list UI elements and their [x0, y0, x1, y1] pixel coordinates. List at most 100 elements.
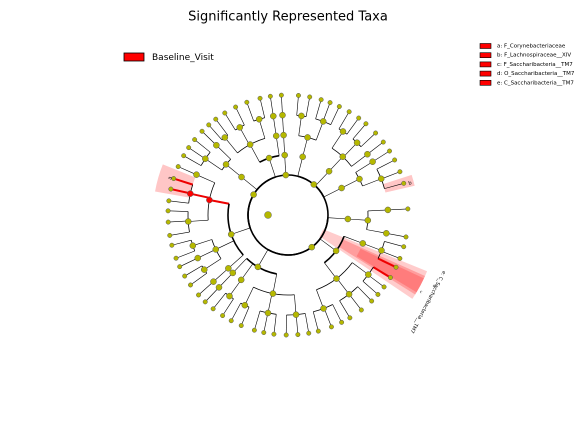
node [306, 330, 312, 336]
branch [348, 293, 362, 311]
node [393, 264, 399, 270]
branch [343, 142, 358, 158]
node [184, 218, 192, 225]
node [238, 323, 244, 328]
highlight-label: b [408, 180, 413, 187]
branch [213, 268, 229, 282]
branch [267, 293, 273, 314]
branch [386, 232, 407, 238]
node [167, 232, 173, 238]
node [310, 181, 318, 188]
node [377, 175, 385, 183]
branch [372, 150, 390, 162]
node [375, 292, 381, 297]
node [199, 128, 205, 134]
node [221, 134, 229, 141]
node [181, 153, 187, 159]
node [405, 206, 411, 212]
branch [209, 199, 230, 205]
node [364, 150, 371, 158]
node [233, 104, 239, 110]
node [344, 215, 352, 223]
node [356, 175, 363, 183]
branch [346, 117, 359, 135]
node [283, 332, 289, 338]
branch [315, 99, 322, 119]
branch [240, 263, 254, 281]
node [328, 324, 334, 330]
branch [170, 188, 191, 195]
branch [347, 218, 368, 221]
node [365, 271, 372, 278]
branch [323, 187, 342, 198]
branch [188, 147, 206, 160]
clade-swatch [479, 70, 492, 77]
node [295, 332, 301, 338]
node [237, 276, 245, 284]
node [346, 109, 352, 115]
branch [339, 300, 351, 318]
node [279, 111, 286, 119]
branch [352, 123, 367, 140]
node [212, 246, 220, 253]
branch [175, 250, 195, 259]
node [336, 104, 342, 109]
branch [296, 95, 299, 116]
node [318, 97, 324, 103]
highlight-wedge [383, 174, 415, 193]
branch [228, 254, 244, 269]
node [228, 318, 234, 324]
branch [192, 239, 212, 246]
highlight-wedge [356, 248, 424, 293]
branch [179, 257, 198, 267]
node [308, 243, 316, 251]
node [332, 247, 340, 255]
highlight-label: d [432, 283, 437, 289]
branch [231, 227, 251, 235]
branch [268, 157, 276, 178]
node [220, 313, 226, 319]
node [246, 141, 254, 148]
branch [225, 164, 242, 178]
branch [324, 262, 337, 279]
node [264, 309, 272, 317]
branch [194, 139, 211, 153]
branch [384, 241, 404, 248]
node [292, 311, 300, 318]
branch-arc [297, 175, 325, 198]
branch [372, 266, 391, 279]
branch [351, 153, 368, 167]
branch [275, 135, 280, 156]
node [397, 169, 403, 175]
branch [284, 155, 287, 176]
node [206, 196, 213, 204]
branch [259, 98, 265, 118]
node [387, 275, 393, 280]
node [307, 94, 313, 100]
node [182, 273, 188, 279]
branch [312, 311, 319, 332]
branch [355, 161, 373, 173]
node [278, 92, 284, 98]
branch [249, 144, 260, 163]
node [392, 157, 398, 163]
branch [232, 258, 247, 274]
branch [196, 174, 215, 184]
branch [357, 286, 372, 302]
node [270, 112, 277, 120]
branch [257, 249, 269, 268]
branch [184, 265, 203, 277]
highlight-wedge [338, 239, 426, 295]
branch [204, 287, 220, 303]
node [373, 130, 379, 136]
branch [343, 236, 363, 244]
node [359, 240, 367, 247]
branch [341, 178, 360, 189]
branch [360, 132, 376, 147]
node [251, 327, 257, 333]
highlight-wedge [319, 229, 428, 299]
node [222, 161, 230, 168]
branch [230, 302, 241, 321]
branch [328, 156, 343, 172]
